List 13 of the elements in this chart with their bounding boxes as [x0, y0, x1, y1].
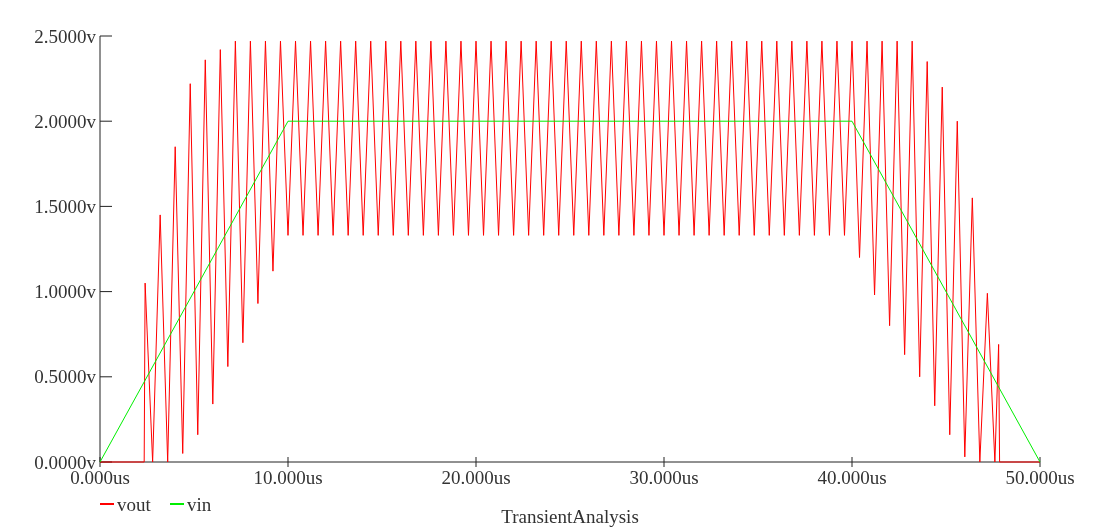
legend-label: vout [117, 493, 152, 515]
x-tick-label: 40.000us [817, 467, 887, 488]
legend-label: vin [187, 493, 212, 515]
y-tick-label: 1.0000v [34, 281, 97, 303]
x-tick-label: 30.000us [629, 467, 699, 488]
x-axis-title: TransientAnalysis [501, 506, 639, 527]
y-tick-label: 2.5000v [34, 25, 97, 47]
x-tick-label: 50.000us [1005, 467, 1075, 488]
x-tick-label: 10.000us [253, 467, 323, 488]
x-tick-label: 20.000us [441, 467, 511, 488]
y-tick-label: 2.0000v [34, 110, 97, 132]
y-tick-label: 1.5000v [34, 196, 97, 218]
y-tick-label: 0.5000v [34, 366, 97, 388]
